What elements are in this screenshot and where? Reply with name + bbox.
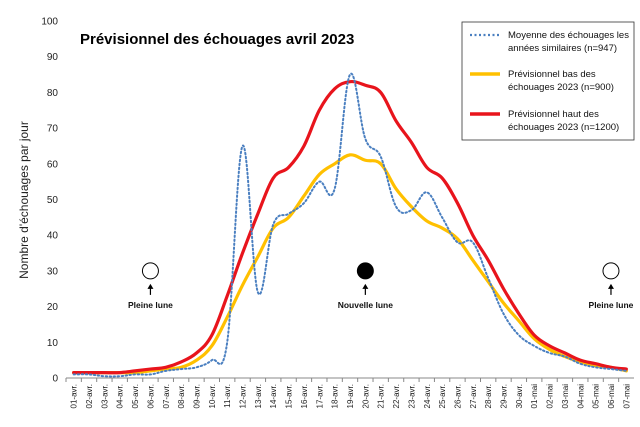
legend-label-bas-line2: échouages 2023 (n=900)	[508, 82, 614, 93]
y-tick-label: 80	[47, 88, 59, 99]
legend-box	[461, 21, 635, 141]
x-tick-label: 02-avr.	[85, 384, 94, 408]
legend-label-bas-line1: Prévisionnel bas des	[508, 69, 596, 80]
x-tick-label: 24-avr.	[423, 384, 432, 408]
y-tick-label: 20	[47, 302, 59, 313]
full-moon-icon	[602, 262, 620, 280]
series-line-0	[72, 72, 628, 378]
x-tick-label: 02-mai	[546, 384, 555, 409]
y-tick-label: 90	[47, 52, 59, 63]
y-tick-labels: 0 10 20 30 40 50 60 70 80 90 100	[41, 17, 58, 385]
moon-annotations: Pleine lune Nouvelle lune Pleine lune	[128, 262, 634, 310]
x-tick-label: 04-mai	[576, 384, 585, 409]
full-moon-icon	[141, 262, 159, 280]
x-tick-label: 17-avr.	[315, 384, 324, 408]
x-tick-label: 27-avr.	[469, 384, 478, 408]
series-line-1	[72, 153, 628, 375]
x-tick-label: 07-avr.	[162, 384, 171, 408]
x-tick-label: 01-mai	[530, 384, 539, 409]
x-tick-label: 08-avr.	[177, 384, 186, 408]
x-tick-label: 18-avr.	[331, 384, 340, 408]
x-tick-label: 01-avr.	[70, 384, 79, 408]
y-tick-label: 40	[47, 231, 59, 242]
x-tick-label: 25-avr.	[438, 384, 447, 408]
x-tick-label: 28-avr.	[484, 384, 493, 408]
series-line-2	[72, 79, 628, 375]
y-axis-label: Nombre d'échouages par jour	[17, 121, 31, 279]
annotation-label: Pleine lune	[128, 300, 173, 310]
y-tick-label: 60	[47, 159, 59, 170]
x-tick-label: 30-avr.	[515, 384, 524, 408]
x-tick-label: 23-avr.	[407, 384, 416, 408]
x-tick-label: 14-avr.	[269, 384, 278, 408]
x-tick-label: 04-avr.	[116, 384, 125, 408]
legend-label-haut-line2: échouages 2023 (n=1200)	[508, 122, 619, 133]
x-tick-label: 29-avr.	[500, 384, 509, 408]
new-moon-icon	[356, 262, 374, 280]
x-tick-label: 05-mai	[592, 384, 601, 409]
x-tick-label: 12-avr.	[239, 384, 248, 408]
annotation-arrow-head	[607, 283, 614, 289]
x-tick-label: 05-avr.	[131, 384, 140, 408]
y-tick-label: 50	[47, 195, 59, 206]
x-tick-label: 26-avr.	[453, 384, 462, 408]
x-tick-label: 06-mai	[607, 384, 616, 409]
x-tick-label: 20-avr.	[361, 384, 370, 408]
x-tick-label: 19-avr.	[346, 384, 355, 408]
series-lines	[72, 72, 628, 378]
y-tick-label: 100	[41, 17, 58, 28]
x-tick-label: 22-avr.	[392, 384, 401, 408]
x-tick-label: 11-avr.	[223, 384, 232, 408]
y-tick-label: 10	[47, 338, 59, 349]
x-tick-label: 16-avr.	[300, 384, 309, 408]
y-tick-label: 70	[47, 124, 59, 135]
x-tick-label: 06-avr.	[146, 384, 155, 408]
annotation-label: Nouvelle lune	[338, 300, 394, 310]
x-tick-label: 07-mai	[622, 384, 631, 409]
x-tick-label: 03-avr.	[100, 384, 109, 408]
annotation-arrow-head	[362, 283, 369, 289]
legend-label-haut-line1: Prévisionnel haut des	[508, 109, 599, 120]
x-tick-labels: 01-avr. 02-avr. 03-avr. 04-avr. 05-avr. 06-av…	[65, 378, 631, 409]
x-tick-label: 09-avr.	[192, 384, 201, 408]
legend-label-moyenne-line2: années similaires (n=947)	[508, 43, 617, 54]
chart-title: Prévisionnel des échouages avril 2023	[80, 31, 354, 48]
legend: Moyenne des échouages les années similai…	[461, 21, 635, 141]
legend-label-moyenne-line1: Moyenne des échouages les	[508, 30, 629, 41]
x-tick-label: 15-avr.	[285, 384, 294, 408]
y-tick-label: 0	[52, 374, 58, 385]
annotation-arrow-head	[147, 283, 154, 289]
x-tick-label: 21-avr.	[377, 384, 386, 408]
x-tick-label: 10-avr.	[208, 384, 217, 408]
annotation-label: Pleine lune	[589, 300, 634, 310]
x-tick-label: 13-avr.	[254, 384, 263, 408]
y-tick-label: 30	[47, 266, 59, 277]
x-tick-label: 03-mai	[561, 384, 570, 409]
